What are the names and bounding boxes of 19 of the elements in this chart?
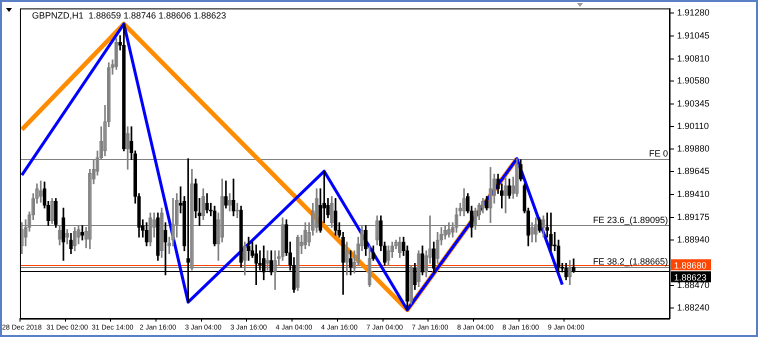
y-tick-label: 1.88240 xyxy=(677,302,710,312)
y-tick-label: 1.89410 xyxy=(677,189,710,200)
y-tick-label: 1.89175 xyxy=(677,212,710,222)
y-tick-label: 1.90110 xyxy=(677,121,709,132)
chart-title: GBPNZD,H1 1.88659 1.88746 1.88606 1.88623 xyxy=(32,10,226,20)
y-tick-label: 1.91280 xyxy=(677,8,710,18)
y-tick-label: 1.90810 xyxy=(677,53,710,64)
y-tick-label: 1.90580 xyxy=(677,76,710,86)
y-tick-label: 1.88940 xyxy=(677,234,710,245)
ref-line-label: FE 38.2_(1.88665) xyxy=(592,256,668,267)
y-tick-label: 1.90345 xyxy=(677,98,710,108)
y-tick-label: 1.88470 xyxy=(677,280,710,290)
ref-line-label: 1.88623 xyxy=(674,272,707,282)
y-tick-label: 1.89880 xyxy=(677,143,710,154)
y-tick-label: 1.89645 xyxy=(677,166,710,176)
y-tick-label: 1.91045 xyxy=(677,30,710,41)
ref-line-label: FE 23.6_(1.89095) xyxy=(592,215,668,226)
ref-line-label: 1.88680 xyxy=(674,260,707,270)
ref-line-label: FE 0 xyxy=(648,148,668,159)
